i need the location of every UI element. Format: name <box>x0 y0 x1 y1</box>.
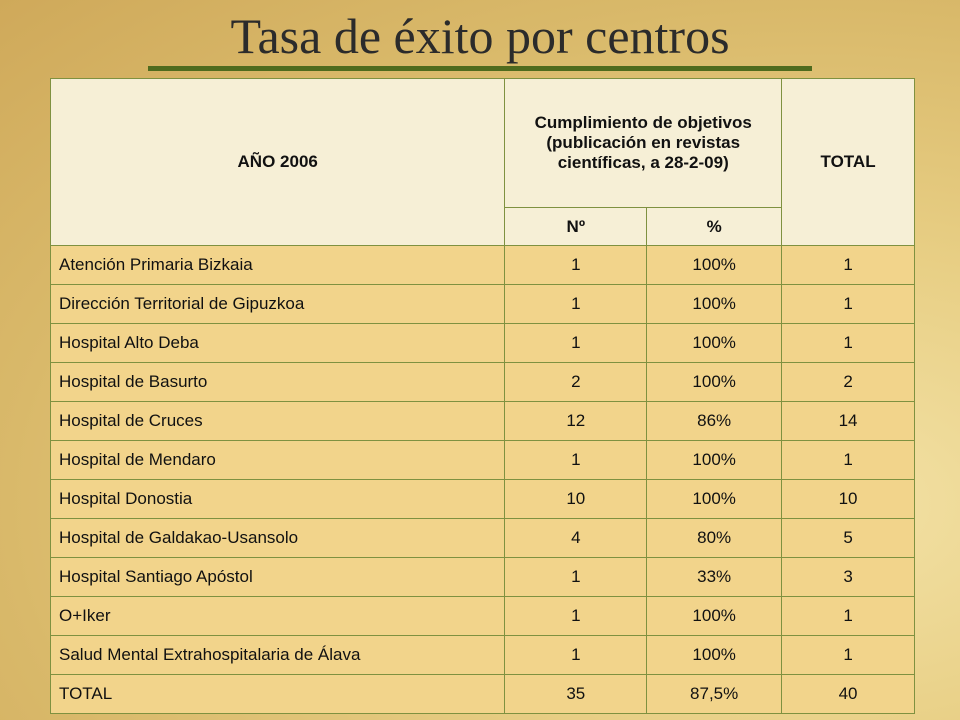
count: 35 <box>504 674 648 714</box>
total: 5 <box>781 518 915 558</box>
percent: 100% <box>646 440 783 480</box>
count: 1 <box>504 323 648 363</box>
percent: 100% <box>646 245 783 285</box>
header-year: AÑO 2006 <box>49 78 506 246</box>
header-count: Nº <box>504 207 648 246</box>
percent: 80% <box>646 518 783 558</box>
count: 2 <box>504 362 648 402</box>
table-row: Atención Primaria Bizkaia 1 100% 1 <box>49 245 915 285</box>
percent: 100% <box>646 479 783 519</box>
total: 1 <box>781 245 915 285</box>
count: 1 <box>504 635 648 675</box>
slide-title: Tasa de éxito por centros <box>230 8 730 64</box>
center-name: Hospital Donostia <box>49 479 506 519</box>
count: 1 <box>504 596 648 636</box>
percent: 100% <box>646 635 783 675</box>
center-name: Atención Primaria Bizkaia <box>49 245 506 285</box>
percent: 100% <box>646 596 783 636</box>
percent: 100% <box>646 323 783 363</box>
total: 1 <box>781 323 915 363</box>
count: 1 <box>504 284 648 324</box>
percent: 87,5% <box>646 674 783 714</box>
center-name: Hospital Santiago Apóstol <box>49 557 506 597</box>
count: 4 <box>504 518 648 558</box>
results-table: AÑO 2006 Cumplimiento de objetivos (publ… <box>49 78 915 714</box>
center-name: Hospital de Basurto <box>49 362 506 402</box>
table-row: Hospital de Mendaro 1 100% 1 <box>49 440 915 480</box>
header-group: Cumplimiento de objetivos (publicación e… <box>504 78 783 208</box>
count: 1 <box>504 245 648 285</box>
percent: 100% <box>646 362 783 402</box>
total: 1 <box>781 635 915 675</box>
table-row: TOTAL 35 87,5% 40 <box>49 674 915 714</box>
count: 1 <box>504 440 648 480</box>
percent: 100% <box>646 284 783 324</box>
table-row: Hospital de Basurto 2 100% 2 <box>49 362 915 402</box>
total: 2 <box>781 362 915 402</box>
table-row: Hospital Donostia 10 100% 10 <box>49 479 915 519</box>
total: 40 <box>781 674 915 714</box>
title-underline <box>148 66 812 71</box>
header-percent: % <box>646 207 783 246</box>
total: 1 <box>781 596 915 636</box>
table-row: Hospital Santiago Apóstol 1 33% 3 <box>49 557 915 597</box>
center-name: TOTAL <box>49 674 506 714</box>
center-name: Hospital de Cruces <box>49 401 506 441</box>
count: 12 <box>504 401 648 441</box>
table-row: Hospital Alto Deba 1 100% 1 <box>49 323 915 363</box>
header-total: TOTAL <box>781 78 915 246</box>
center-name: O+Iker <box>49 596 506 636</box>
table-row: Hospital de Galdakao-Usansolo 4 80% 5 <box>49 518 915 558</box>
center-name: Hospital de Mendaro <box>49 440 506 480</box>
center-name: Hospital de Galdakao-Usansolo <box>49 518 506 558</box>
percent: 86% <box>646 401 783 441</box>
total: 10 <box>781 479 915 519</box>
total: 1 <box>781 284 915 324</box>
table-row: Hospital de Cruces 12 86% 14 <box>49 401 915 441</box>
total: 3 <box>781 557 915 597</box>
total: 14 <box>781 401 915 441</box>
center-name: Hospital Alto Deba <box>49 323 506 363</box>
table-row: O+Iker 1 100% 1 <box>49 596 915 636</box>
table-row: Salud Mental Extrahospitalaria de Álava 1… <box>49 635 915 675</box>
count: 1 <box>504 557 648 597</box>
count: 10 <box>504 479 648 519</box>
percent: 33% <box>646 557 783 597</box>
table-row: Dirección Territorial de Gipuzkoa 1 100% 1 <box>49 284 915 324</box>
total: 1 <box>781 440 915 480</box>
center-name: Salud Mental Extrahospitalaria de Álava <box>49 635 506 675</box>
center-name: Dirección Territorial de Gipuzkoa <box>49 284 506 324</box>
table-body: Atención Primaria Bizkaia 1 100% 1 Dirección… <box>49 245 915 714</box>
